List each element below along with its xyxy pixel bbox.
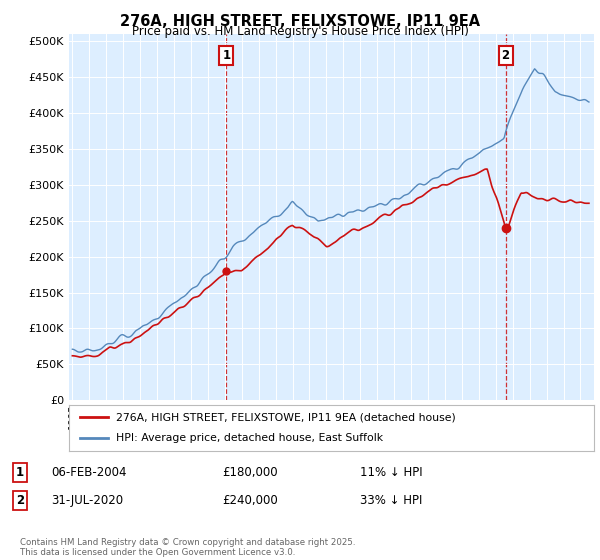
Text: 33% ↓ HPI: 33% ↓ HPI	[360, 493, 422, 507]
Text: 2: 2	[16, 493, 24, 507]
Text: 31-JUL-2020: 31-JUL-2020	[51, 493, 123, 507]
Text: Contains HM Land Registry data © Crown copyright and database right 2025.
This d: Contains HM Land Registry data © Crown c…	[20, 538, 355, 557]
Text: 1: 1	[222, 49, 230, 62]
Text: £240,000: £240,000	[222, 493, 278, 507]
Text: 1: 1	[16, 465, 24, 479]
Text: 276A, HIGH STREET, FELIXSTOWE, IP11 9EA (detached house): 276A, HIGH STREET, FELIXSTOWE, IP11 9EA …	[116, 412, 456, 422]
Text: 11% ↓ HPI: 11% ↓ HPI	[360, 465, 422, 479]
Text: Price paid vs. HM Land Registry's House Price Index (HPI): Price paid vs. HM Land Registry's House …	[131, 25, 469, 38]
Text: 276A, HIGH STREET, FELIXSTOWE, IP11 9EA: 276A, HIGH STREET, FELIXSTOWE, IP11 9EA	[120, 14, 480, 29]
Text: HPI: Average price, detached house, East Suffolk: HPI: Average price, detached house, East…	[116, 433, 383, 444]
Text: 06-FEB-2004: 06-FEB-2004	[51, 465, 127, 479]
Text: £180,000: £180,000	[222, 465, 278, 479]
Text: 2: 2	[502, 49, 509, 62]
